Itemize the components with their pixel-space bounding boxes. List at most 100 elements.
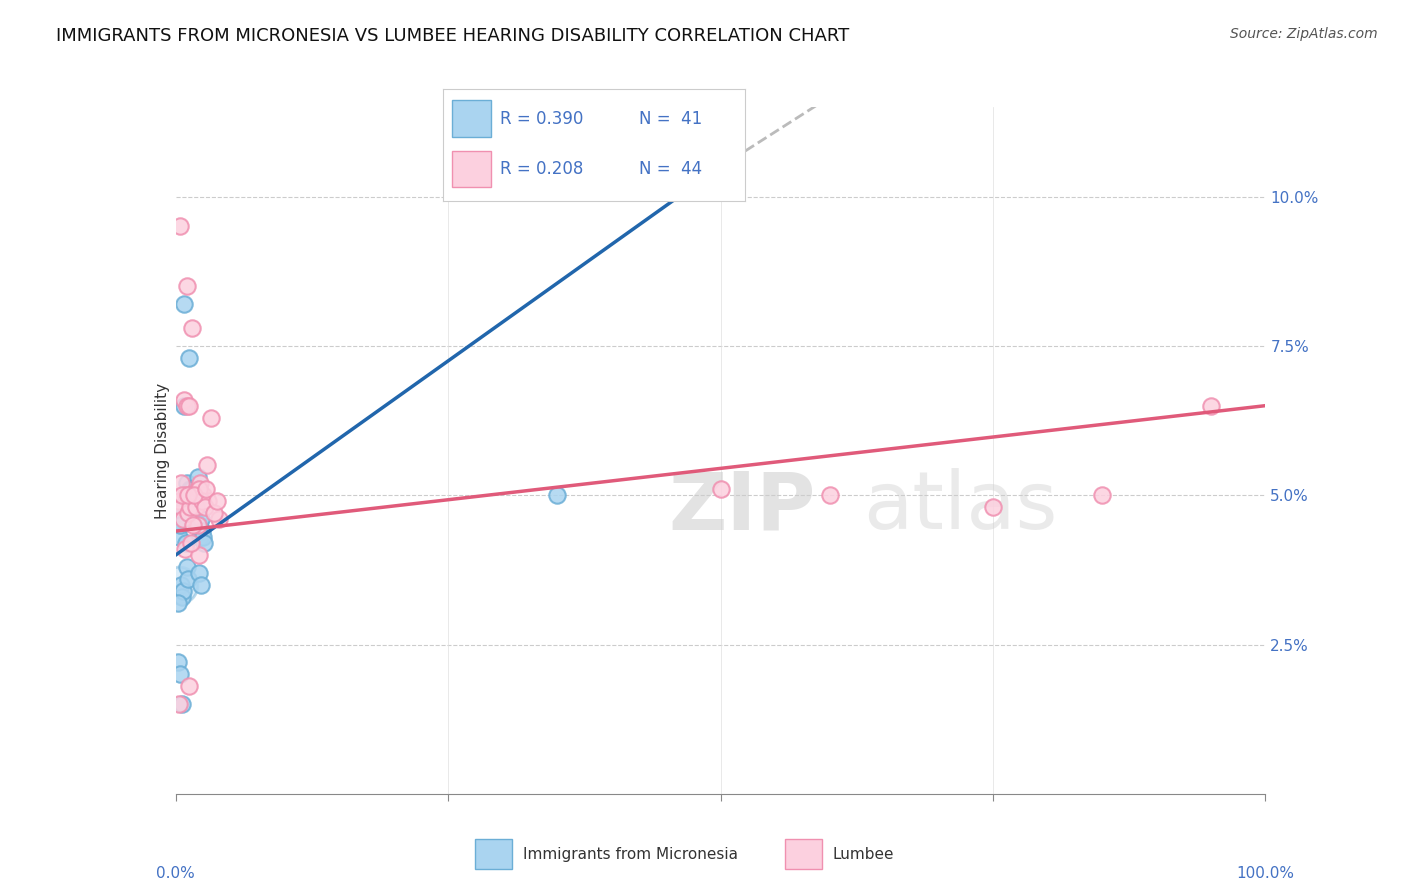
Point [200, 410, 222, 425]
Point [710, 483, 733, 497]
Text: IMMIGRANTS FROM MICRONESIA VS LUMBEE HEARING DISABILITY CORRELATION CHART: IMMIGRANTS FROM MICRONESIA VS LUMBEE HEA… [56, 27, 849, 45]
Point [173, 399, 195, 413]
Point [176, 279, 198, 293]
Point [177, 572, 200, 586]
Point [169, 219, 191, 234]
Point [191, 488, 214, 502]
Point [195, 458, 218, 473]
Text: 100.0%: 100.0% [1236, 865, 1295, 880]
Point [172, 698, 194, 712]
Bar [451, 101, 491, 137]
Point [1199, 399, 1222, 413]
Point [197, 494, 219, 508]
Bar [785, 839, 823, 869]
Point [180, 536, 202, 550]
Point [181, 321, 204, 335]
Point [191, 524, 214, 538]
Point [177, 351, 200, 365]
Point [172, 488, 194, 502]
Text: Source: ZipAtlas.com: Source: ZipAtlas.com [1230, 27, 1378, 41]
Point [179, 483, 201, 497]
Point [181, 483, 204, 497]
Point [191, 530, 214, 544]
Point [176, 560, 198, 574]
Point [173, 392, 195, 407]
Point [177, 494, 200, 508]
Point [188, 566, 211, 580]
Text: R = 0.208: R = 0.208 [501, 161, 583, 178]
Point [186, 488, 208, 502]
Point [1091, 488, 1114, 502]
Point [172, 512, 194, 526]
Point [205, 494, 228, 508]
Point [187, 483, 209, 497]
Point [177, 506, 200, 520]
Point [176, 476, 198, 491]
Point [193, 536, 215, 550]
Point [174, 488, 197, 502]
Point [170, 476, 193, 491]
Point [546, 488, 568, 502]
Point [172, 583, 194, 598]
Point [170, 578, 193, 592]
Point [191, 494, 214, 508]
Point [170, 500, 193, 515]
Point [183, 488, 205, 502]
Text: N =  41: N = 41 [640, 111, 703, 128]
Point [181, 494, 204, 508]
Point [167, 656, 190, 670]
Point [186, 470, 209, 484]
Point [173, 297, 195, 311]
Point [184, 494, 207, 508]
Point [818, 488, 841, 502]
Text: atlas: atlas [863, 468, 1057, 546]
Point [187, 518, 209, 533]
Point [188, 530, 211, 544]
Y-axis label: Hearing Disability: Hearing Disability [155, 383, 170, 518]
Point [186, 518, 209, 533]
Point [186, 518, 209, 533]
Text: Immigrants from Micronesia: Immigrants from Micronesia [523, 847, 738, 862]
Point [169, 518, 191, 533]
Point [172, 590, 194, 604]
Point [169, 667, 191, 681]
Point [170, 500, 193, 515]
Text: 0.0%: 0.0% [156, 865, 195, 880]
Point [186, 500, 208, 515]
Point [167, 698, 190, 712]
Point [167, 506, 190, 520]
Point [174, 536, 197, 550]
Text: Lumbee: Lumbee [832, 847, 894, 862]
Point [190, 512, 212, 526]
Point [177, 488, 200, 502]
Point [180, 506, 202, 520]
Point [167, 596, 190, 610]
Point [181, 488, 204, 502]
Point [167, 578, 190, 592]
Point [167, 530, 190, 544]
Text: ZIP: ZIP [669, 468, 815, 546]
Point [184, 488, 207, 502]
Point [186, 483, 209, 497]
Point [176, 399, 198, 413]
Point [194, 500, 217, 515]
Point [167, 494, 190, 508]
Bar [451, 151, 491, 187]
Text: N =  44: N = 44 [640, 161, 703, 178]
Point [981, 500, 1004, 515]
Point [174, 541, 197, 556]
Point [179, 500, 201, 515]
Point [183, 512, 205, 526]
Text: R = 0.390: R = 0.390 [501, 111, 583, 128]
Point [177, 399, 200, 413]
Point [170, 518, 193, 533]
Point [195, 483, 218, 497]
Point [208, 512, 231, 526]
Point [179, 500, 201, 515]
Point [190, 578, 212, 592]
Point [187, 548, 209, 562]
Point [188, 476, 211, 491]
Bar [475, 839, 512, 869]
Point [202, 506, 225, 520]
Point [179, 679, 201, 693]
